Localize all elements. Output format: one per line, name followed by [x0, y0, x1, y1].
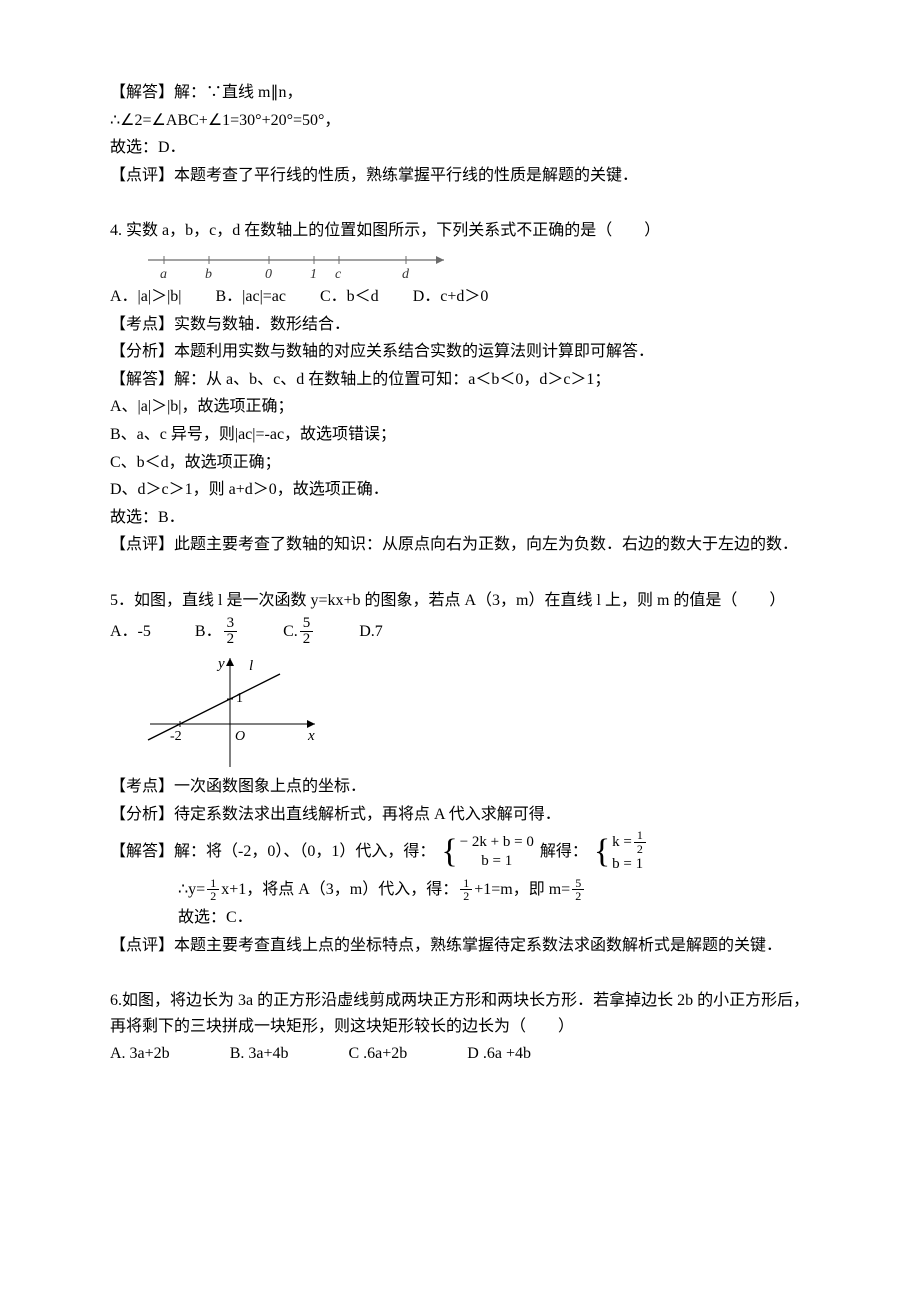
q4-sol-l6: 故选：B．: [110, 505, 810, 531]
y-intercept-label: 1: [236, 691, 243, 706]
svg-text:a: a: [160, 267, 167, 282]
q5-comment: 【点评】本题主要考查直线上点的坐标特点，熟练掌握待定系数法求函数解析式是解题的关…: [110, 933, 810, 959]
label-topic: 【考点】: [110, 778, 174, 795]
q5-option-d: D.7: [359, 619, 383, 645]
q4-option-c: C．b＜d: [320, 284, 379, 310]
q4-sol-l3: B、a、c 异号，则|ac|=-ac，故选项错误；: [110, 422, 810, 448]
label-comment: 【点评】: [110, 536, 174, 553]
q4-topic: 【考点】实数与数轴．数形结合．: [110, 312, 810, 338]
q3-comment: 【点评】本题考查了平行线的性质，熟练掌握平行线的性质是解题的关键．: [110, 163, 810, 189]
svg-text:d: d: [402, 267, 410, 282]
fraction-icon: 5 2: [300, 616, 314, 649]
number-line-figure: a b 0 1 c d: [144, 246, 464, 282]
q4-option-d: D．c+d＞0: [413, 284, 489, 310]
q4-stem: 4. 实数 a，b，c，d 在数轴上的位置如图所示，下列关系式不正确的是（ ）: [110, 218, 810, 244]
q6-option-b: B. 3a+4b: [230, 1041, 289, 1067]
x-intercept-label: -2: [170, 729, 182, 744]
q5-solution-line1: 【解答】 解：将（-2，0）、（0，1）代入，得： { − 2k + b = 0…: [110, 829, 810, 875]
fraction-icon: 1 2: [634, 829, 646, 855]
q6-option-c: C .6a+2b: [348, 1041, 407, 1067]
svg-text:1: 1: [310, 267, 317, 282]
q5-solution-line3: 故选：C．: [178, 905, 810, 931]
label-topic: 【考点】: [110, 316, 174, 333]
q4-analysis: 【分析】本题利用实数与数轴的对应关系结合实数的运算法则计算即可解答．: [110, 339, 810, 365]
q4-option-a: A．|a|＞|b|: [110, 284, 181, 310]
svg-text:b: b: [205, 267, 212, 282]
label-comment: 【点评】: [110, 937, 174, 954]
q3-solution-line2: ∴∠2=∠ABC+∠1=30°+20°=50°，: [110, 108, 810, 134]
q5-option-a: A．-5: [110, 619, 151, 645]
q4-sol-l4: C、b＜d，故选项正确；: [110, 450, 810, 476]
q4-option-b: B．|ac|=ac: [215, 284, 286, 310]
linear-function-graph: y x l O -2 1: [140, 652, 330, 772]
q4-options: A．|a|＞|b| B．|ac|=ac C．b＜d D．c+d＞0: [110, 284, 810, 310]
q3-solution-line3: 故选：D．: [110, 135, 810, 161]
q5-analysis: 【分析】待定系数法求出直线解析式，再将点 A 代入求解可得．: [110, 802, 810, 828]
q5-topic: 【考点】一次函数图象上点的坐标．: [110, 774, 810, 800]
q5-option-c: C. 5 2: [283, 616, 315, 649]
origin-label: O: [235, 729, 245, 744]
q5-stem: 5．如图，直线 l 是一次函数 y=kx+b 的图象，若点 A（3，m）在直线 …: [110, 588, 810, 614]
fraction-icon: 3 2: [224, 616, 238, 649]
y-axis-label: y: [216, 656, 225, 672]
equation-system-1: { − 2k + b = 0 b = 1: [441, 833, 533, 872]
fraction-icon: 1 2: [207, 877, 219, 903]
q3-solution-line1: 【解答】解：∵直线 m∥n，: [110, 80, 810, 106]
q4-sol-l2: A、|a|＞|b|，故选项正确；: [110, 394, 810, 420]
q5-options: A．-5 B． 3 2 C. 5 2 D.7: [110, 616, 810, 649]
label-analysis: 【分析】: [110, 343, 174, 360]
q4-sol-l1: 【解答】解：从 a、b、c、d 在数轴上的位置可知：a＜b＜0，d＞c＞1；: [110, 367, 810, 393]
q5-option-b: B． 3 2: [195, 616, 239, 649]
q6-options: A. 3a+2b B. 3a+4b C .6a+2b D .6a +4b: [110, 1041, 810, 1067]
svg-text:0: 0: [265, 267, 272, 282]
q5-solution-line2: ∴y= 1 2 x+1，将点 A（3，m）代入，得： 1 2 +1=m，即 m=…: [178, 877, 810, 903]
label-solution: 【解答】: [110, 84, 174, 101]
fraction-icon: 1 2: [460, 877, 472, 903]
svg-text:c: c: [335, 267, 342, 282]
line-l-label: l: [249, 658, 253, 674]
q6-option-d: D .6a +4b: [467, 1041, 531, 1067]
label-solution: 【解答】: [110, 371, 174, 388]
q4-sol-l5: D、d＞c＞1，则 a+d＞0，故选项正确．: [110, 477, 810, 503]
label-analysis: 【分析】: [110, 806, 174, 823]
x-axis-label: x: [307, 728, 315, 744]
equation-system-2: { k = 1 2 b = 1: [594, 829, 648, 875]
q6-stem: 6.如图，将边长为 3a 的正方形沿虚线剪成两块正方形和两块长方形．若拿掉边长 …: [110, 988, 810, 1039]
q4-comment: 【点评】此题主要考查了数轴的知识：从原点向右为正数，向左为负数．右边的数大于左边…: [110, 532, 810, 558]
q6-option-a: A. 3a+2b: [110, 1041, 170, 1067]
label-solution: 【解答】: [110, 839, 174, 865]
fraction-icon: 5 2: [572, 877, 584, 903]
label-comment: 【点评】: [110, 167, 174, 184]
